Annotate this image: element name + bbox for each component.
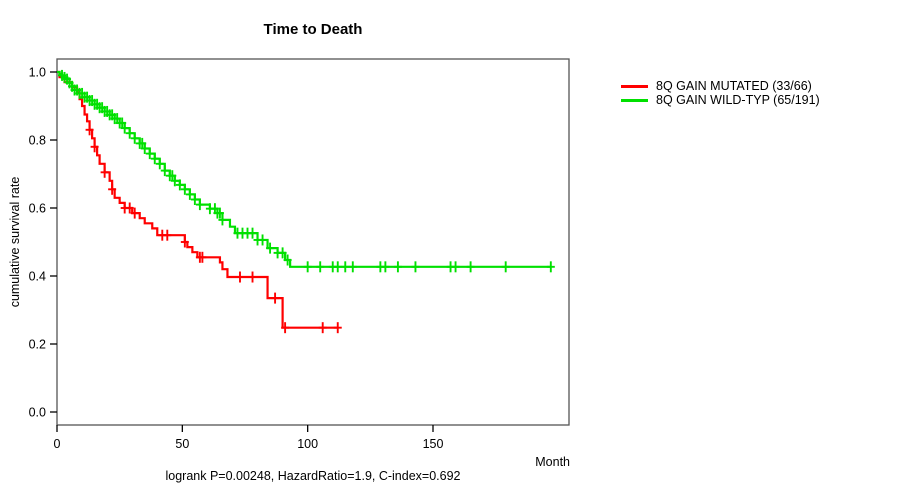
legend: 8Q GAIN MUTATED (33/66) 8Q GAIN WILD-TYP… [621, 79, 820, 107]
y-axis-tick-label: 1.0 [29, 66, 46, 80]
x-axis-tick-label: 100 [297, 437, 318, 451]
legend-label-mutated: 8Q GAIN MUTATED (33/66) [656, 79, 812, 93]
y-axis-tick-label: 0.6 [29, 202, 46, 216]
x-axis-tick-label: 150 [423, 437, 444, 451]
y-axis-title: cumulative survival rate [8, 176, 22, 308]
legend-line-wildtype-icon [621, 98, 648, 102]
y-axis-tick-label: 0.4 [29, 270, 46, 284]
survival-curve-wildtype [57, 70, 551, 268]
legend-item-mutated: 8Q GAIN MUTATED (33/66) [621, 79, 820, 93]
legend-line-mutated-icon [621, 84, 648, 88]
chart-title: Time to Death [263, 21, 363, 38]
legend-label-wildtype: 8Q GAIN WILD-TYP (65/191) [656, 93, 820, 107]
y-axis-tick-label: 0.2 [29, 338, 46, 352]
x-axis-title: Month [535, 455, 570, 469]
x-axis-tick-label: 0 [54, 437, 61, 451]
y-axis-tick-label: 0.0 [29, 406, 46, 420]
x-axis-tick-label: 50 [175, 437, 189, 451]
y-axis-tick-label: 0.8 [29, 134, 46, 148]
plot-box [56, 58, 570, 426]
legend-item-wildtype: 8Q GAIN WILD-TYP (65/191) [621, 93, 820, 107]
logrank-annotation: logrank P=0.00248, HazardRatio=1.9, C-in… [165, 469, 461, 483]
